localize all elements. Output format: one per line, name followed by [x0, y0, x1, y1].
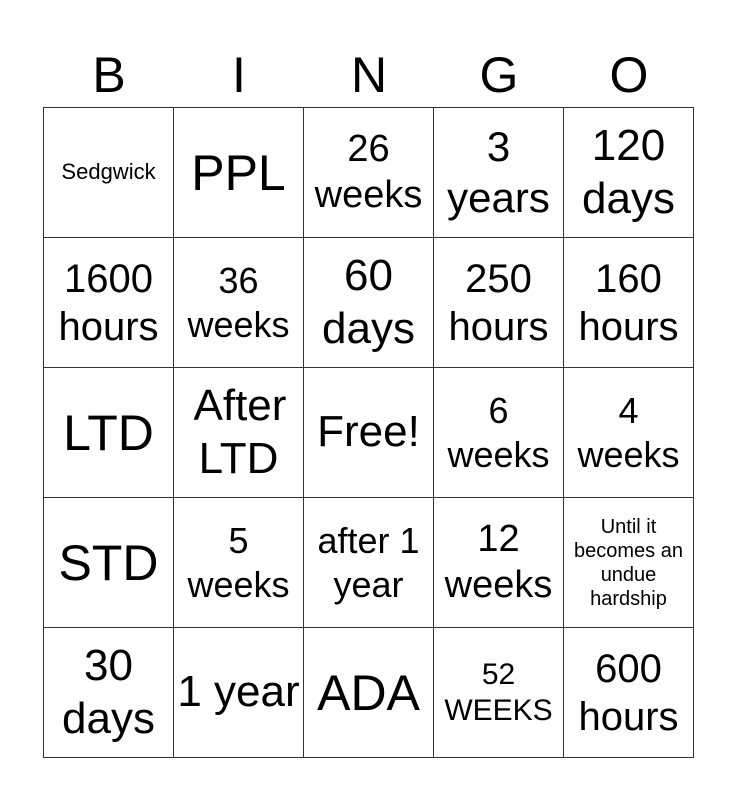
bingo-cell-text: 1600 hours	[58, 256, 159, 349]
bingo-cell-text: 160 hours	[578, 256, 679, 349]
bingo-cell[interactable]: after 1 year	[304, 498, 434, 628]
bingo-cell-text: 600 hours	[578, 646, 679, 739]
bingo-cell-text: 3 years	[447, 123, 550, 221]
bingo-cell[interactable]: 3 years	[434, 108, 564, 238]
bingo-cell-text: 60 days	[322, 250, 415, 353]
bingo-cell[interactable]: 160 hours	[564, 238, 694, 368]
bingo-cell-text: Free!	[317, 407, 420, 457]
bingo-cell-text: 36 weeks	[187, 260, 290, 345]
bingo-cell[interactable]: Sedgwick	[44, 108, 174, 238]
bingo-cell-text: 4 weeks	[577, 390, 680, 475]
bingo-cell[interactable]: 4 weeks	[564, 368, 694, 498]
bingo-cell-text: LTD	[63, 404, 154, 461]
bingo-cell[interactable]: 36 weeks	[174, 238, 304, 368]
bingo-cell-text: 1 year	[177, 667, 300, 717]
bingo-cell-text: 12 weeks	[444, 517, 553, 606]
bingo-cell[interactable]: 6 weeks	[434, 368, 564, 498]
header-letter-i: I	[232, 47, 246, 103]
bingo-cell-text: 120 days	[582, 120, 675, 223]
bingo-cell[interactable]: PPL	[174, 108, 304, 238]
bingo-cell-text: After LTD	[193, 380, 287, 483]
bingo-cell-text: 6 weeks	[447, 390, 550, 475]
bingo-cell[interactable]: 12 weeks	[434, 498, 564, 628]
header-letter-o: O	[609, 47, 649, 103]
bingo-cell-text: PPL	[191, 144, 286, 201]
header-letter-g: G	[479, 47, 519, 103]
bingo-cell[interactable]: 30 days	[44, 628, 174, 758]
bingo-cell-text: 52 WEEKS	[444, 657, 553, 727]
bingo-cell-text: 5 weeks	[187, 520, 290, 605]
bingo-cell-text: after 1 year	[317, 520, 420, 605]
bingo-cell-text: ADA	[317, 664, 420, 721]
bingo-cell-text: Until it becomes an undue hardship	[574, 515, 683, 610]
bingo-cell[interactable]: 1600 hours	[44, 238, 174, 368]
bingo-cell[interactable]: 250 hours	[434, 238, 564, 368]
bingo-cell[interactable]: After LTD	[174, 368, 304, 498]
bingo-cell[interactable]: 5 weeks	[174, 498, 304, 628]
bingo-cell[interactable]: 1 year	[174, 628, 304, 758]
bingo-cell[interactable]: 120 days	[564, 108, 694, 238]
bingo-grid: Sedgwick PPL 26 weeks 3 years 120 days 1600 h…	[43, 107, 694, 758]
bingo-cell[interactable]: STD	[44, 498, 174, 628]
bingo-cell-text: STD	[58, 534, 159, 591]
bingo-cell[interactable]: LTD	[44, 368, 174, 498]
bingo-cell[interactable]: Free!	[304, 368, 434, 498]
header-letter-n: N	[350, 47, 388, 103]
bingo-cell-text: Sedgwick	[61, 159, 156, 185]
bingo-cell-text: 250 hours	[448, 256, 549, 349]
bingo-cell[interactable]: 600 hours	[564, 628, 694, 758]
bingo-cell[interactable]: ADA	[304, 628, 434, 758]
bingo-cell[interactable]: 60 days	[304, 238, 434, 368]
bingo-cell-text: 26 weeks	[314, 127, 423, 216]
bingo-cell[interactable]: 52 WEEKS	[434, 628, 564, 758]
bingo-cell-text: 30 days	[62, 640, 155, 743]
bingo-header: B I N G O	[44, 44, 694, 106]
bingo-cell[interactable]: Until it becomes an undue hardship	[564, 498, 694, 628]
header-letter-b: B	[92, 47, 126, 103]
bingo-cell[interactable]: 26 weeks	[304, 108, 434, 238]
